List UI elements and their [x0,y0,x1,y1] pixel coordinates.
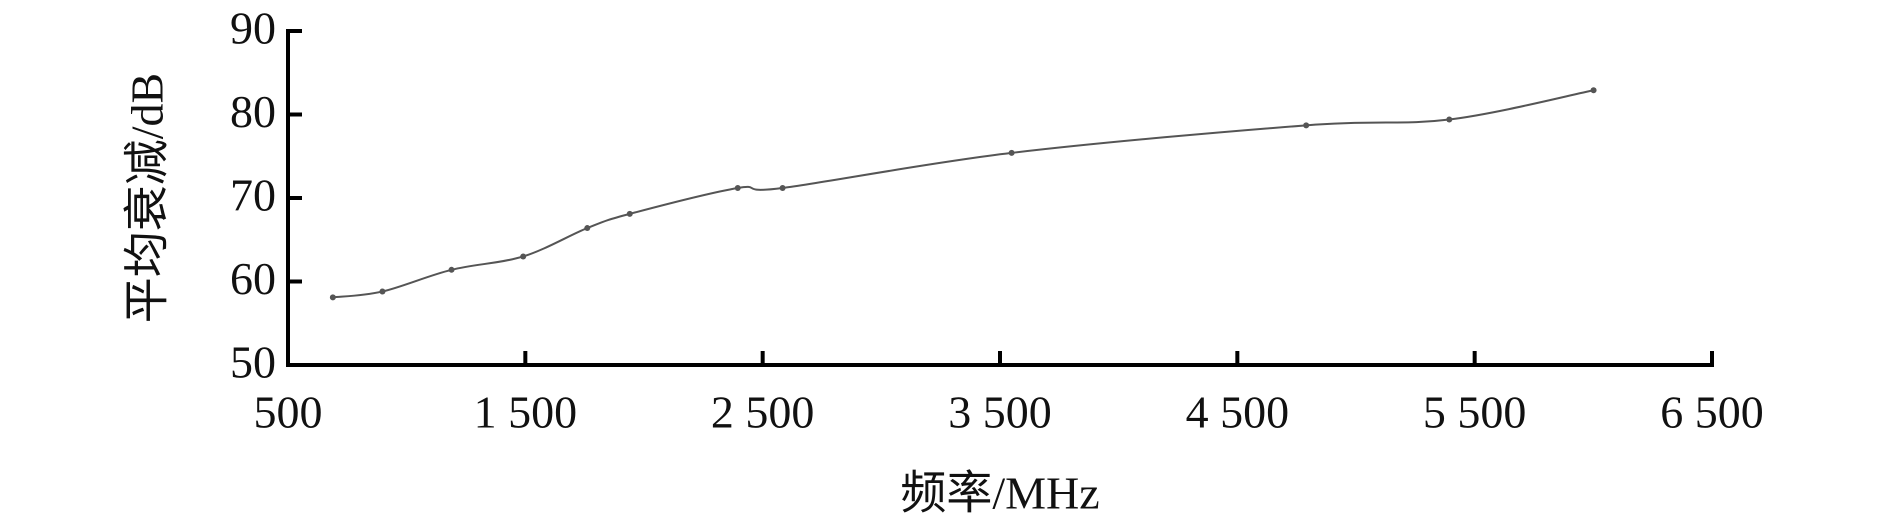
x-axis-label: 频率/MHz [900,468,1099,519]
data-point [1446,116,1453,123]
data-point [1590,87,1597,94]
x-tick-label: 6 500 [1660,387,1764,438]
data-point [734,184,741,191]
data-point [379,288,386,295]
data-point [329,294,336,301]
data-point [584,225,591,232]
data-point [520,253,527,260]
y-tick-label: 50 [230,337,276,388]
x-tick-label: 2 500 [711,387,815,438]
x-tick-label: 500 [254,387,323,438]
data-point [1008,149,1015,156]
x-tick-label: 4 500 [1186,387,1290,438]
y-tick-label: 80 [230,86,276,137]
y-axis-label: 平均衰减/dB [122,73,173,323]
data-point [779,184,786,191]
x-tick-label: 5 500 [1423,387,1527,438]
y-tick-label: 70 [230,170,276,221]
data-point [448,266,455,273]
y-tick-label: 90 [230,3,276,54]
data-point [1303,122,1310,129]
data-point [626,210,633,217]
x-tick-label: 1 500 [474,387,578,438]
y-tick-label: 60 [230,253,276,304]
x-tick-label: 3 500 [948,387,1052,438]
data-line [332,89,1594,299]
